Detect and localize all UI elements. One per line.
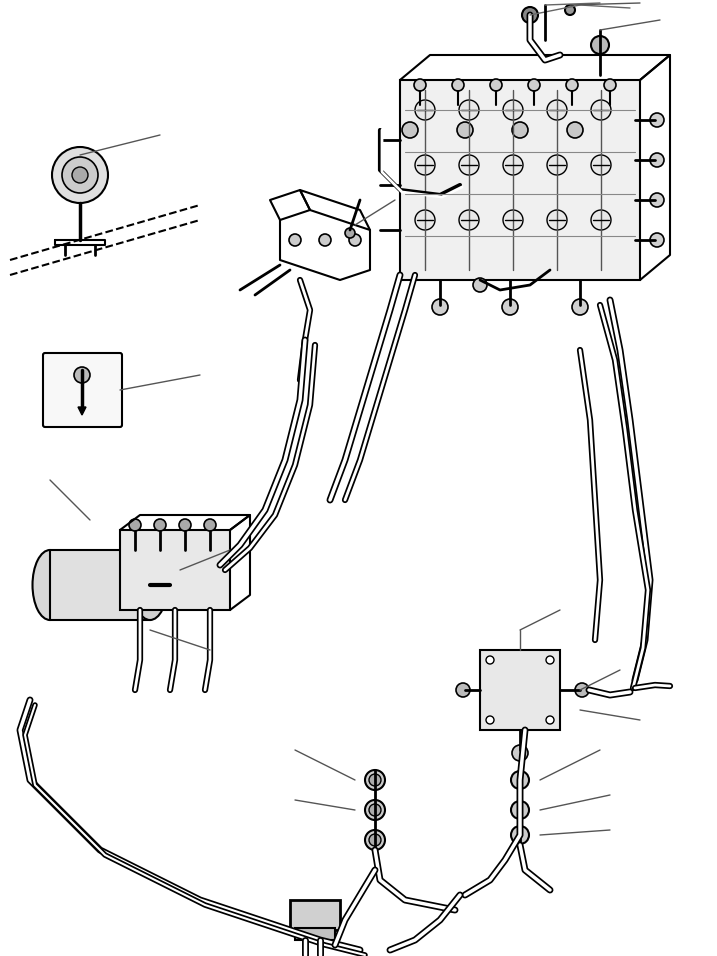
Circle shape <box>566 79 578 91</box>
Circle shape <box>72 167 88 183</box>
Circle shape <box>546 716 554 724</box>
Circle shape <box>511 826 529 844</box>
Circle shape <box>365 800 385 820</box>
Circle shape <box>575 683 589 697</box>
Circle shape <box>456 683 470 697</box>
FancyBboxPatch shape <box>43 353 122 427</box>
Circle shape <box>591 210 611 230</box>
Circle shape <box>604 79 616 91</box>
Circle shape <box>154 519 166 531</box>
Circle shape <box>650 153 664 167</box>
Circle shape <box>547 100 567 120</box>
Circle shape <box>473 278 487 292</box>
Circle shape <box>415 155 435 175</box>
Circle shape <box>511 771 529 789</box>
Circle shape <box>650 113 664 127</box>
Circle shape <box>486 656 494 664</box>
Circle shape <box>486 716 494 724</box>
Circle shape <box>452 79 464 91</box>
Bar <box>400 80 640 280</box>
Circle shape <box>414 79 426 91</box>
Circle shape <box>591 155 611 175</box>
Circle shape <box>591 36 609 54</box>
Circle shape <box>432 299 448 315</box>
Polygon shape <box>78 407 86 415</box>
Circle shape <box>502 299 518 315</box>
Circle shape <box>62 157 98 193</box>
Circle shape <box>369 834 381 846</box>
Circle shape <box>457 122 473 138</box>
Circle shape <box>415 210 435 230</box>
Circle shape <box>319 234 331 246</box>
Circle shape <box>512 122 528 138</box>
Bar <box>290 900 340 930</box>
Circle shape <box>528 79 540 91</box>
Circle shape <box>511 801 529 819</box>
Circle shape <box>459 210 479 230</box>
Circle shape <box>459 100 479 120</box>
Circle shape <box>402 122 418 138</box>
Circle shape <box>591 100 611 120</box>
Circle shape <box>547 155 567 175</box>
Circle shape <box>129 519 141 531</box>
Circle shape <box>52 147 108 203</box>
Circle shape <box>459 155 479 175</box>
Bar <box>50 550 150 620</box>
Circle shape <box>415 100 435 120</box>
Circle shape <box>74 367 90 383</box>
Circle shape <box>547 210 567 230</box>
Circle shape <box>522 7 538 23</box>
Circle shape <box>365 770 385 790</box>
Circle shape <box>572 299 588 315</box>
Circle shape <box>512 745 528 761</box>
Circle shape <box>503 155 523 175</box>
Circle shape <box>546 656 554 664</box>
Circle shape <box>567 122 583 138</box>
Circle shape <box>345 228 355 238</box>
Circle shape <box>650 193 664 207</box>
Circle shape <box>369 804 381 816</box>
Circle shape <box>503 210 523 230</box>
Circle shape <box>349 234 361 246</box>
Circle shape <box>179 519 191 531</box>
Circle shape <box>565 5 575 15</box>
Circle shape <box>503 100 523 120</box>
Bar <box>120 530 230 610</box>
Bar <box>480 650 560 730</box>
Circle shape <box>369 774 381 786</box>
Circle shape <box>365 830 385 850</box>
Circle shape <box>650 233 664 247</box>
Circle shape <box>204 519 216 531</box>
Circle shape <box>490 79 502 91</box>
Ellipse shape <box>32 550 67 620</box>
Bar <box>295 928 335 940</box>
Circle shape <box>289 234 301 246</box>
Ellipse shape <box>133 550 168 620</box>
